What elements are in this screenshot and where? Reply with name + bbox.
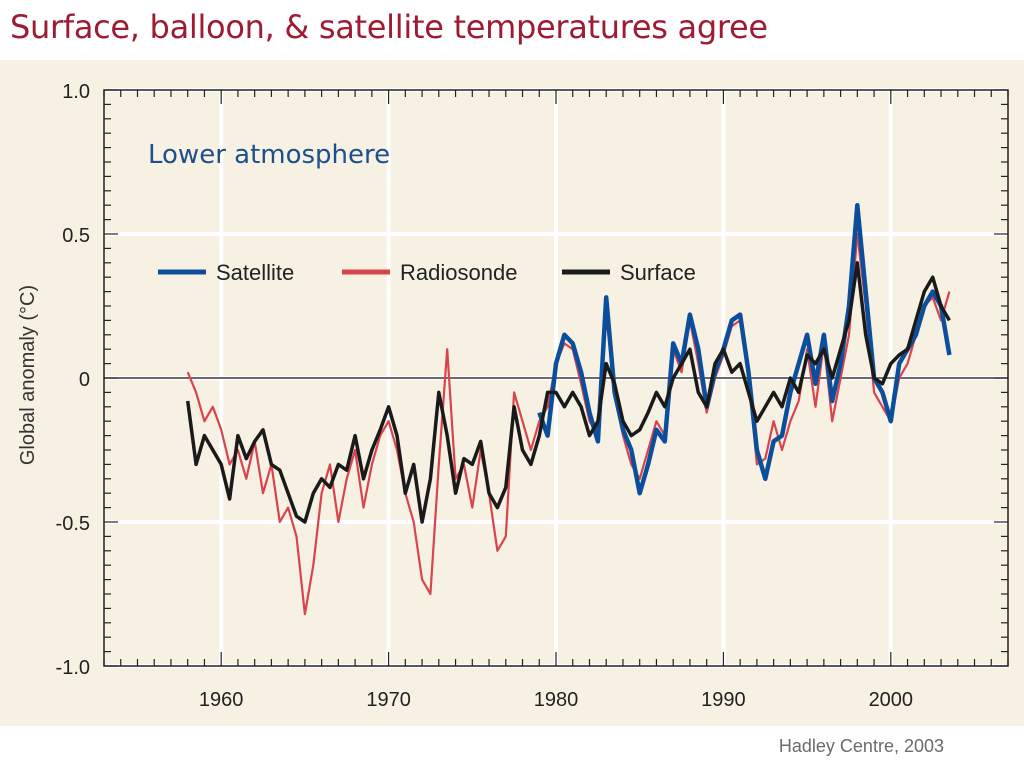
- chart-title: Lower atmosphere: [148, 140, 390, 170]
- y-tick-label-0: -1.0: [56, 657, 90, 679]
- y-tick-label-4: 1.0: [62, 81, 90, 103]
- y-tick-label-3: 0.5: [62, 225, 90, 247]
- x-tick-label-1960: 1960: [199, 689, 244, 711]
- minor-ticks: [103, 89, 1009, 667]
- x-tick-label-1980: 1980: [534, 689, 579, 711]
- x-tick-label-1970: 1970: [366, 689, 411, 711]
- series-line-satellite: [537, 202, 952, 496]
- x-tick-label-2000: 2000: [869, 689, 914, 711]
- legend-label-radiosonde: Radiosonde: [400, 260, 517, 285]
- series-layer: [185, 202, 952, 616]
- y-tick-label-2: 0: [79, 369, 90, 391]
- legend-label-surface: Surface: [620, 260, 696, 285]
- figure-panel: 1960 1970 1980 1990 2000 -1.0 -0.5 0 0.5 1.0 Glob…: [0, 60, 1024, 726]
- x-tick-label-1990: 1990: [701, 689, 746, 711]
- y-tick-label-1: -0.5: [56, 513, 90, 535]
- legend: Satellite Radiosonde Surface: [158, 260, 696, 285]
- source-credit: Hadley Centre, 2003: [778, 736, 944, 756]
- y-axis-title: Global anomaly (°C): [17, 285, 39, 465]
- series-line-surface: [185, 261, 951, 524]
- legend-label-satellite: Satellite: [216, 260, 294, 285]
- series-line-radiosonde: [186, 232, 951, 616]
- temperature-chart: 1960 1970 1980 1990 2000 -1.0 -0.5 0 0.5 1.0 Glob…: [17, 81, 1009, 711]
- tick-label-layer: 1960 1970 1980 1990 2000 -1.0 -0.5 0 0.5 1.0: [56, 81, 914, 711]
- slide-title: Surface, balloon, & satellite temperatur…: [10, 8, 768, 46]
